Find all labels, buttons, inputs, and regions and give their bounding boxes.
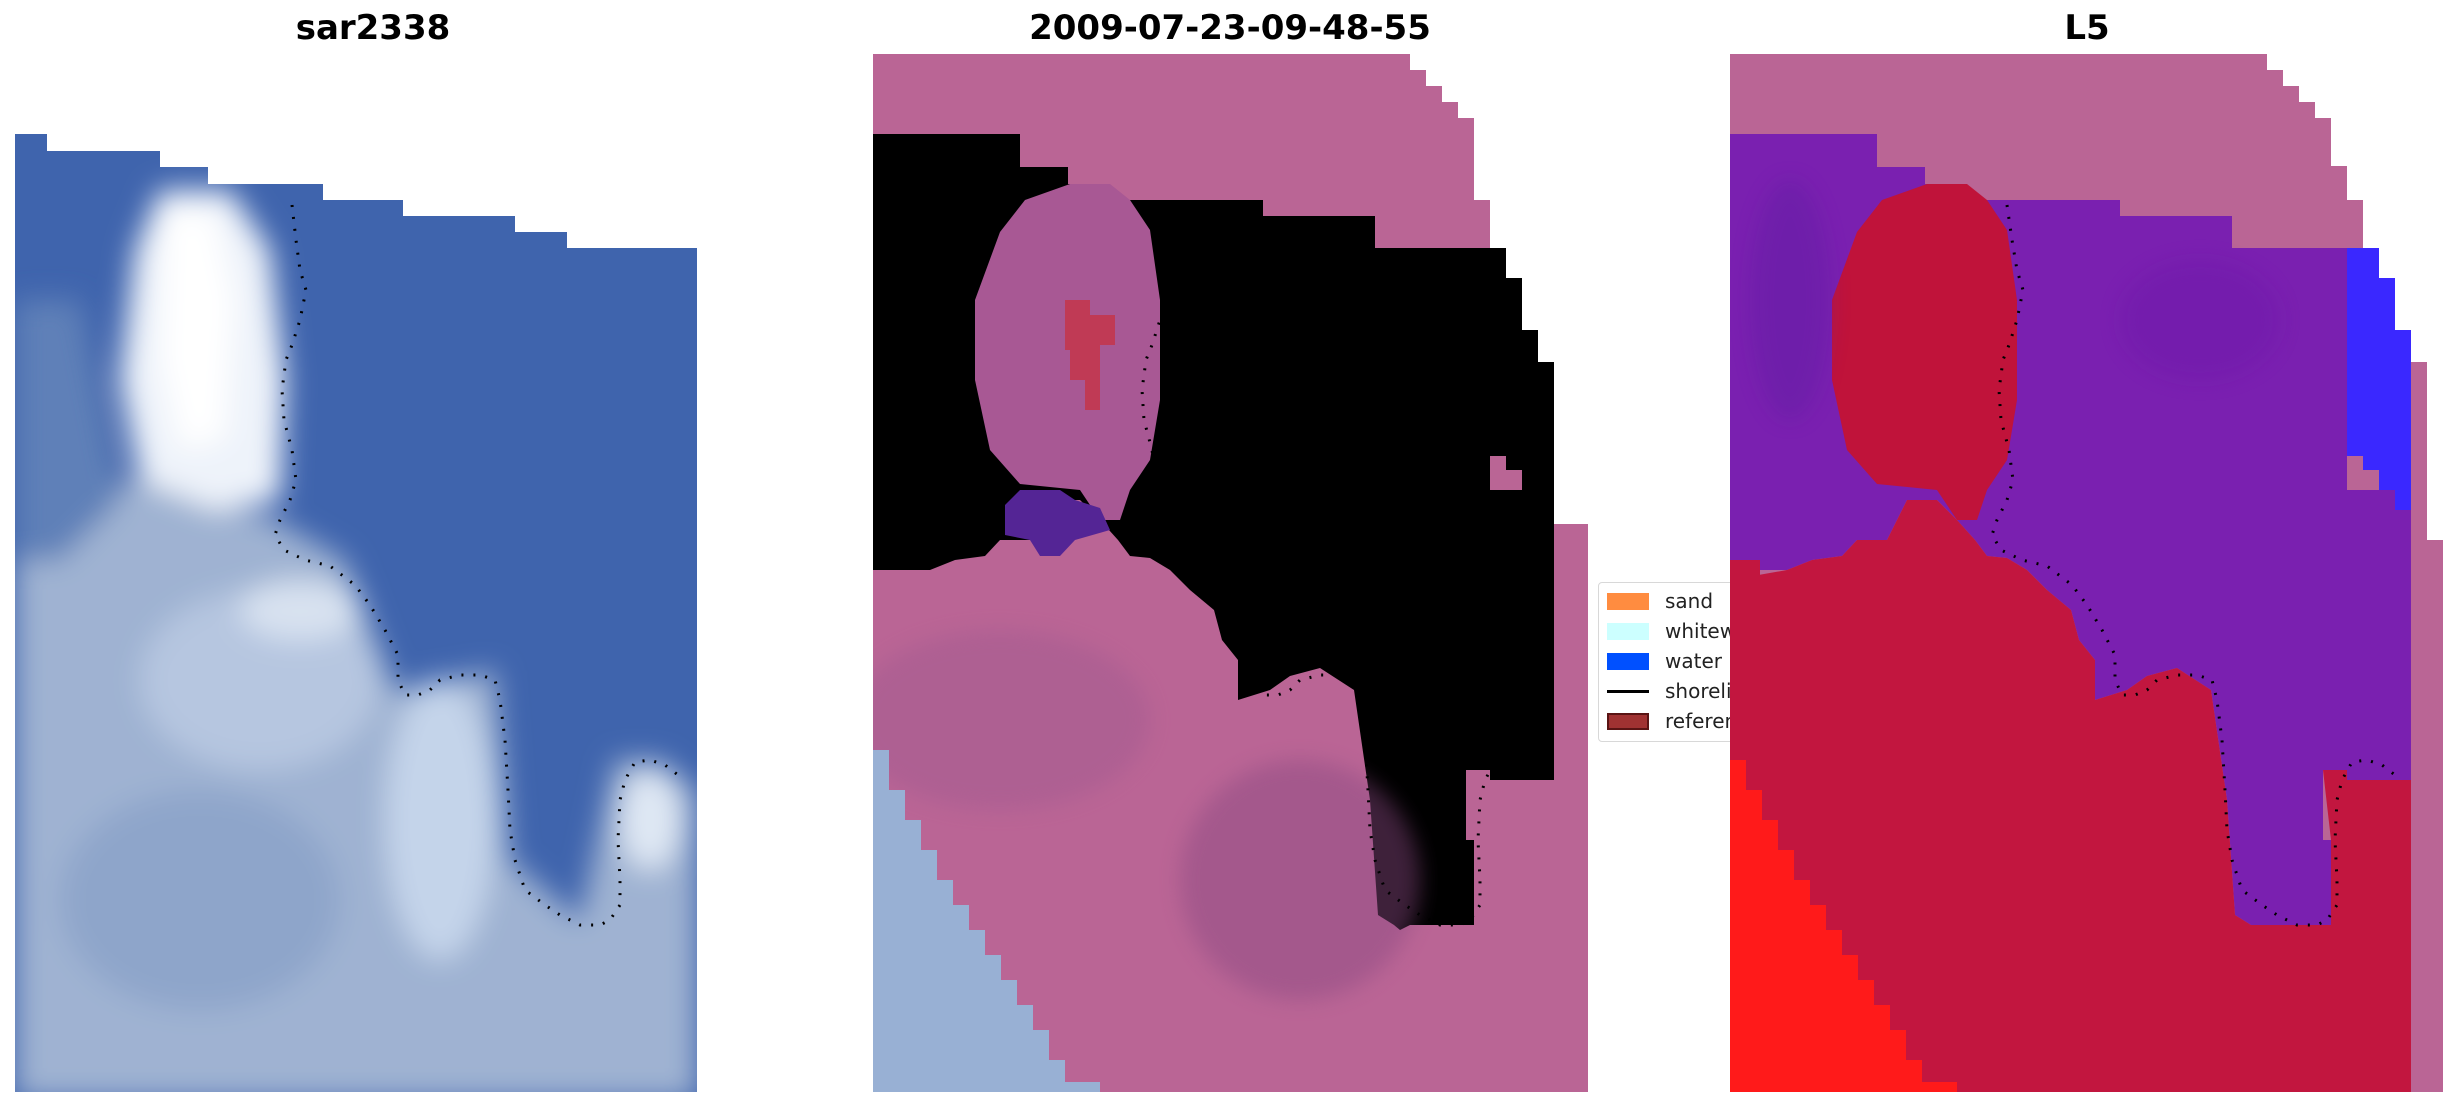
legend: sand whitewater water shoreline referenc… <box>1598 582 1748 742</box>
legend-item-whitewater: whitewater <box>1607 617 1748 645</box>
legend-label-water: water <box>1665 649 1722 673</box>
legend-swatch-whitewater <box>1607 622 1649 640</box>
panel-title-1: sar2338 <box>295 8 451 48</box>
legend-swatch-reference <box>1607 712 1649 730</box>
legend-swatch-water <box>1607 652 1649 670</box>
legend-label-shoreline: shoreline <box>1665 679 1748 703</box>
legend-item-reference: reference <box>1607 707 1748 735</box>
panel-title-2: 2009-07-23-09-48-55 <box>1029 8 1431 48</box>
legend-swatch-shoreline <box>1607 689 1649 693</box>
legend-label-sand: sand <box>1665 589 1714 613</box>
shoreline-lines <box>273 204 2396 927</box>
rgb-image <box>15 134 697 1092</box>
probability-image <box>1730 54 2443 1092</box>
legend-item-water: water <box>1607 647 1722 675</box>
legend-label-reference: reference <box>1665 709 1748 733</box>
legend-item-sand: sand <box>1607 587 1713 615</box>
shoreline-panel-2 <box>1133 204 1539 927</box>
classified-image <box>873 54 1588 1092</box>
legend-swatch-sand <box>1607 592 1649 610</box>
legend-item-shoreline: shoreline <box>1607 677 1748 705</box>
legend-label-whitewater: whitewater <box>1665 619 1748 643</box>
shoreline-panel-3 <box>1990 204 2396 927</box>
panel-title-3: L5 <box>2064 8 2110 48</box>
